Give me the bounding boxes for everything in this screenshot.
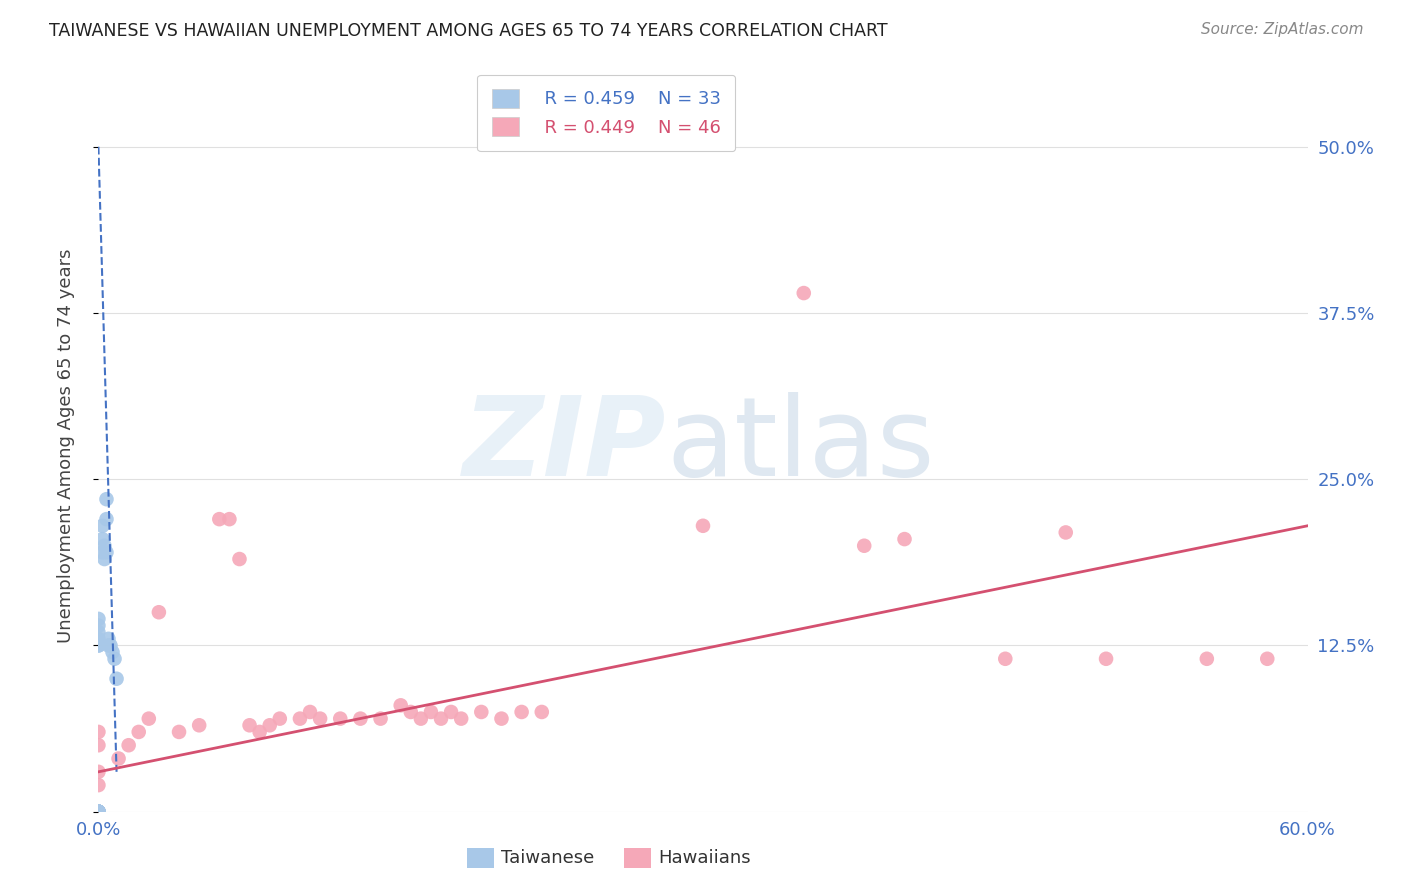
Point [87, 805, 110, 819]
Point [793, 286, 815, 301]
Point [87, 612, 110, 626]
Point [91, 518, 114, 533]
Point [167, 725, 190, 739]
Text: TAIWANESE VS HAWAIIAN UNEMPLOYMENT AMONG AGES 65 TO 74 YEARS CORRELATION CHART: TAIWANESE VS HAWAIIAN UNEMPLOYMENT AMONG… [49, 22, 887, 40]
Point [148, 605, 170, 619]
Point [389, 698, 412, 713]
Point [228, 552, 250, 566]
Point [329, 712, 352, 726]
Point [440, 705, 463, 719]
Text: Hawaiians: Hawaiians [658, 849, 751, 867]
Point [309, 712, 332, 726]
Point [430, 712, 453, 726]
Point [470, 705, 492, 719]
Point [87, 639, 110, 653]
Point [87, 805, 110, 819]
Bar [467, 847, 494, 868]
Point [299, 705, 322, 719]
Point [87, 805, 110, 819]
Point [1195, 652, 1218, 666]
Point [96, 492, 118, 507]
Point [349, 712, 371, 726]
Point [409, 712, 432, 726]
Text: Taiwanese: Taiwanese [501, 849, 595, 867]
Point [1095, 652, 1118, 666]
Point [510, 705, 533, 719]
Text: atlas: atlas [666, 392, 935, 500]
Point [97, 639, 120, 653]
Point [103, 652, 125, 666]
Bar [624, 847, 651, 868]
Point [97, 632, 120, 646]
Point [249, 725, 271, 739]
Point [450, 712, 472, 726]
Text: Source: ZipAtlas.com: Source: ZipAtlas.com [1201, 22, 1364, 37]
Text: ZIP: ZIP [463, 392, 666, 500]
Point [893, 532, 915, 546]
Point [188, 718, 211, 732]
Point [107, 751, 129, 765]
Point [87, 764, 110, 779]
Point [853, 539, 876, 553]
Point [101, 645, 124, 659]
Point [87, 632, 110, 646]
Point [87, 805, 110, 819]
Point [118, 738, 141, 752]
Y-axis label: Unemployment Among Ages 65 to 74 years: Unemployment Among Ages 65 to 74 years [56, 249, 75, 643]
Point [91, 532, 114, 546]
Point [87, 778, 110, 792]
Point [87, 805, 110, 819]
Point [530, 705, 553, 719]
Point [105, 672, 128, 686]
Point [128, 725, 150, 739]
Legend:   R = 0.459    N = 33,   R = 0.449    N = 46: R = 0.459 N = 33, R = 0.449 N = 46 [477, 75, 735, 152]
Point [87, 725, 110, 739]
Point [239, 718, 262, 732]
Point [1054, 525, 1077, 540]
Point [208, 512, 231, 526]
Point [87, 805, 110, 819]
Point [259, 718, 281, 732]
Point [87, 805, 110, 819]
Point [491, 712, 513, 726]
Point [399, 705, 422, 719]
Point [269, 712, 291, 726]
Point [692, 518, 714, 533]
Point [218, 512, 240, 526]
Point [87, 639, 110, 653]
Point [87, 805, 110, 819]
Point [288, 712, 311, 726]
Point [93, 539, 115, 553]
Point [96, 545, 118, 559]
Point [87, 805, 110, 819]
Point [96, 512, 118, 526]
Point [93, 552, 115, 566]
Point [994, 652, 1017, 666]
Point [87, 738, 110, 752]
Point [87, 805, 110, 819]
Point [87, 805, 110, 819]
Point [87, 805, 110, 819]
Point [91, 545, 114, 559]
Point [87, 625, 110, 640]
Point [87, 805, 110, 819]
Point [138, 712, 160, 726]
Point [87, 805, 110, 819]
Point [100, 639, 122, 653]
Point [420, 705, 443, 719]
Point [370, 712, 392, 726]
Point [87, 805, 110, 819]
Point [87, 618, 110, 632]
Point [1256, 652, 1278, 666]
